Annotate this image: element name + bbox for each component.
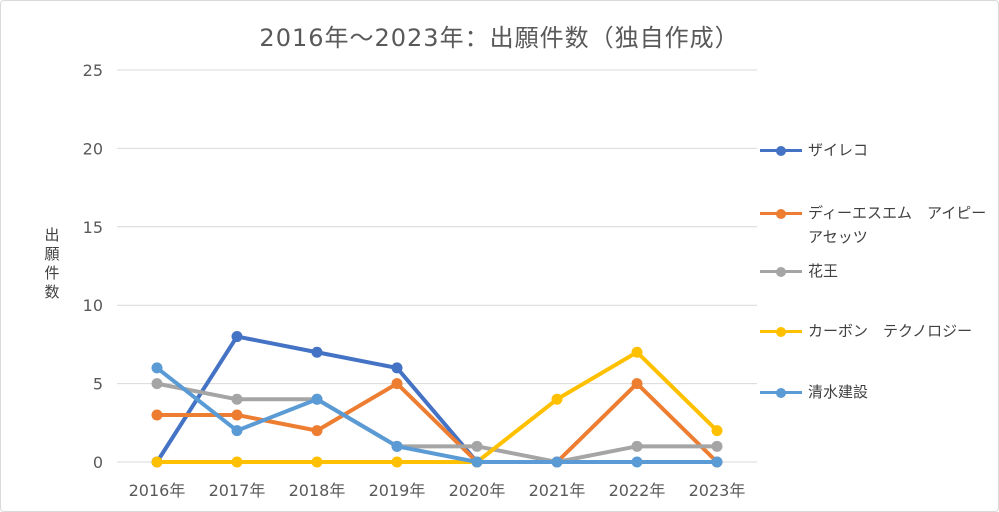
chart-title: 2016年～2023年：出願件数（独自作成） [259, 24, 740, 52]
legend-swatch [760, 322, 802, 342]
data-point [391, 378, 403, 390]
data-point [231, 393, 243, 405]
data-point [151, 456, 163, 468]
y-tick-labels: 0 5 10 15 20 25 [83, 61, 103, 472]
data-point [391, 362, 403, 374]
y-tick-label: 5 [93, 375, 103, 394]
y-tick-label: 15 [83, 218, 103, 237]
legend-item: 清水建設 [760, 383, 995, 404]
data-point [311, 346, 323, 358]
data-point [711, 440, 723, 452]
data-point [311, 425, 323, 437]
data-point [151, 378, 163, 390]
x-tick-label: 2022年 [609, 481, 666, 500]
x-tick-label: 2021年 [529, 481, 586, 500]
series-4 [151, 362, 723, 468]
data-point [711, 425, 723, 437]
legend-item: カーボン テクノロジー [760, 322, 995, 343]
data-point [311, 456, 323, 468]
x-tick-label: 2017年 [209, 481, 266, 500]
data-point [711, 456, 723, 468]
data-point [231, 409, 243, 421]
y-tick-label: 0 [93, 453, 103, 472]
data-point [471, 440, 483, 452]
gridlines [117, 69, 757, 463]
x-tick-label: 2023年 [689, 481, 746, 500]
data-point [231, 331, 243, 343]
legend-label: ザイレコ [808, 141, 869, 159]
y-tick-label: 10 [83, 296, 103, 315]
data-point [151, 409, 163, 421]
data-point [631, 456, 643, 468]
legend-swatch [760, 262, 802, 282]
legend-item: ディーエスエム アイピー アセッツ [760, 204, 999, 249]
legend-label: 清水建設 [808, 383, 869, 401]
legend-item: ザイレコ [760, 141, 995, 162]
data-point [151, 362, 163, 374]
legend-swatch [760, 204, 802, 224]
data-point [311, 393, 323, 405]
data-point [551, 456, 563, 468]
series-line [155, 381, 719, 464]
data-point [471, 456, 483, 468]
legend-item: 花王 [760, 262, 995, 283]
y-axis-label: 出願件数 [44, 226, 60, 301]
legend-label: 花王 [808, 262, 839, 280]
data-point [391, 456, 403, 468]
x-tick-label: 2016年 [129, 481, 186, 500]
data-point [631, 346, 643, 358]
legend-label: ディーエスエム アイピー アセッツ [808, 204, 999, 246]
series-3 [151, 346, 723, 468]
x-tick-label: 2019年 [369, 481, 426, 500]
series-line [155, 350, 719, 464]
data-point [231, 456, 243, 468]
y-tick-label: 25 [83, 61, 103, 80]
data-point [231, 425, 243, 437]
series-line [155, 365, 719, 464]
data-point [631, 378, 643, 390]
x-tick-label: 2020年 [449, 481, 506, 500]
data-point [551, 393, 563, 405]
legend-label: カーボン テクノロジー [808, 322, 973, 340]
data-point [631, 440, 643, 452]
series-lines [151, 331, 723, 468]
legend-swatch [760, 141, 802, 161]
data-point [391, 440, 403, 452]
legend-swatch [760, 383, 802, 403]
y-tick-label: 20 [83, 139, 103, 158]
x-tick-labels: 2016年 2017年 2018年 2019年 2020年 2021年 2022年 2023年 [129, 481, 746, 500]
x-tick-label: 2018年 [289, 481, 346, 500]
series-line [155, 381, 719, 464]
